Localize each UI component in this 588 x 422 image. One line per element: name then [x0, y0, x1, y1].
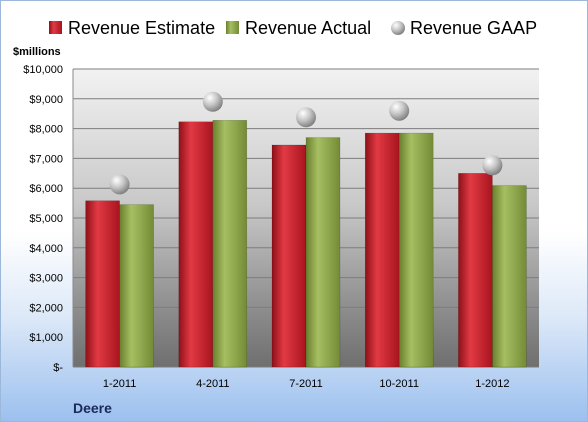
x-tick-label: 10-2011: [379, 378, 419, 390]
bar: [492, 185, 527, 368]
y-tick-label: $9,000: [29, 94, 63, 106]
gaap-marker: [389, 100, 410, 121]
y-tick-label: $4,000: [29, 243, 63, 255]
bar: [271, 144, 307, 368]
y-tick-label: $3,000: [29, 273, 63, 285]
legend-swatch: [49, 21, 62, 34]
bar: [119, 204, 154, 368]
gaap-markers: [109, 91, 503, 195]
company-label: Deere: [73, 400, 112, 416]
legend-label: Revenue Estimate: [68, 18, 215, 38]
legend-swatch: [391, 21, 405, 35]
y-unit-label: $millions: [13, 46, 61, 58]
bar: [364, 132, 400, 368]
bars: [85, 120, 527, 368]
bar: [458, 173, 493, 368]
bar: [305, 137, 341, 368]
legend-label: Revenue GAAP: [410, 18, 537, 38]
y-tick-label: $2,000: [29, 302, 63, 314]
x-tick-label: 1-2011: [103, 378, 136, 390]
y-tick-label: $8,000: [29, 124, 63, 136]
gaap-marker: [296, 107, 316, 128]
legend: Revenue Estimate Revenue Actual Revenue GA…: [49, 18, 537, 38]
y-tick-label: $10,000: [23, 64, 63, 76]
y-tick-label: $5,000: [29, 213, 63, 225]
y-tick-label: $7,000: [29, 153, 63, 165]
x-tick-label: 4-2011: [196, 378, 229, 390]
y-axis: $- $1,000 $2,000 $3,000 $4,000 $5,000 $6,000 $7…: [23, 64, 74, 374]
gaap-marker: [202, 91, 223, 112]
x-axis: 1-2011 4-2011 7-2011 10-2011 1-2012: [103, 378, 510, 390]
y-tick-label: $-: [53, 362, 63, 374]
x-tick-label: 1-2012: [475, 378, 509, 390]
bar: [212, 120, 248, 368]
y-tick-label: $1,000: [29, 332, 63, 344]
legend-swatch: [226, 21, 239, 34]
legend-label: Revenue Actual: [245, 18, 371, 38]
bar: [398, 132, 434, 368]
y-tick-label: $6,000: [29, 183, 63, 195]
bar: [85, 200, 120, 368]
gaap-marker: [482, 155, 503, 176]
gaap-marker: [109, 174, 130, 195]
x-tick-label: 7-2011: [289, 378, 322, 390]
bar: [178, 121, 214, 368]
